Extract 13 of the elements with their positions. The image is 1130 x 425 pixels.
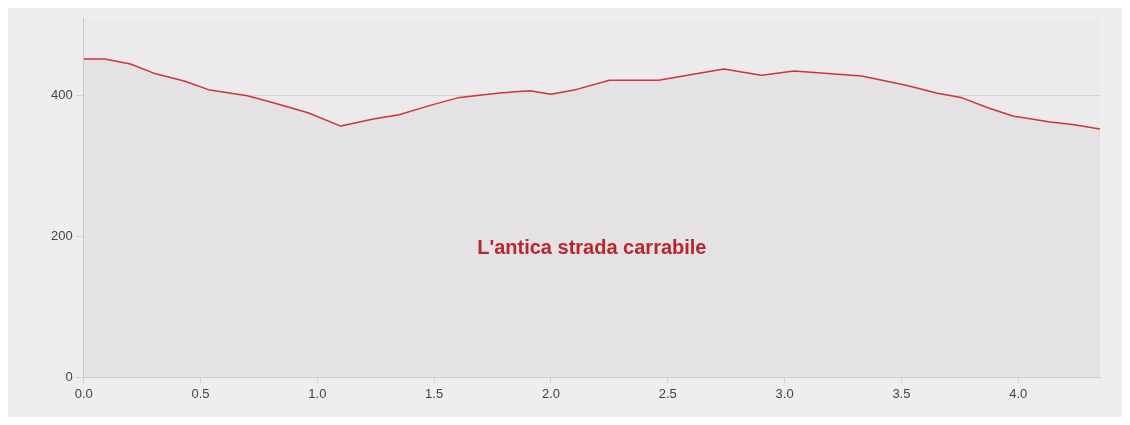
x-tick-label: 3.5 [892,385,911,401]
y-tick-label: 400 [50,86,73,102]
x-tick-label: 1.0 [308,385,327,401]
annotation: L'antica strada carrabile [477,235,707,258]
x-tick-label: 2.5 [658,385,677,401]
x-tick-label: 3.0 [775,385,794,401]
x-tick-label: 0.5 [191,385,210,401]
y-tick-label: 0 [65,368,73,384]
y-tick-label: 200 [50,227,73,243]
x-tick-label: 4.0 [1009,385,1028,401]
x-tick-label: 2.0 [541,385,560,401]
x-tick-label: 0.0 [74,385,93,401]
x-tick-label: 1.5 [425,385,444,401]
